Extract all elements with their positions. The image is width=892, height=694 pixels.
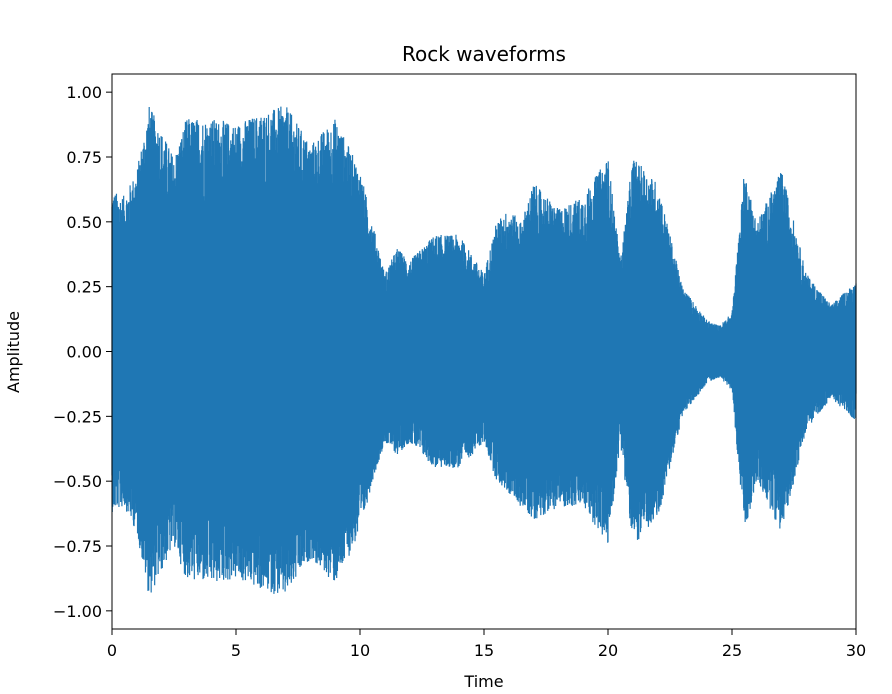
x-tick-label: 0 [107,641,117,660]
x-tick-label: 10 [350,641,370,660]
x-axis: 0 5 10 15 20 25 30 [107,629,866,660]
x-axis-label: Time [463,672,503,691]
chart-title: Rock waveforms [402,42,566,66]
y-tick-label: 0.00 [66,343,102,362]
y-tick-label: −0.25 [53,407,102,426]
y-tick-label: 0.50 [66,213,102,232]
y-tick-label: −0.75 [53,537,102,556]
x-tick-label: 5 [231,641,241,660]
x-tick-label: 25 [722,641,742,660]
y-axis: 1.00 0.75 0.50 0.25 0.00 −0.25 −0.50 −0.75 −1.00 [53,83,112,621]
y-tick-label: 0.25 [66,278,102,297]
axes-frame [111,73,857,630]
x-tick-label: 30 [846,641,866,660]
x-tick-label: 15 [474,641,494,660]
y-tick-label: 1.00 [66,83,102,102]
y-tick-label: 0.75 [66,148,102,167]
y-tick-label: −1.00 [53,602,102,621]
y-tick-label: −0.50 [53,472,102,491]
x-tick-label: 20 [598,641,618,660]
y-axis-label: Amplitude [4,311,23,393]
